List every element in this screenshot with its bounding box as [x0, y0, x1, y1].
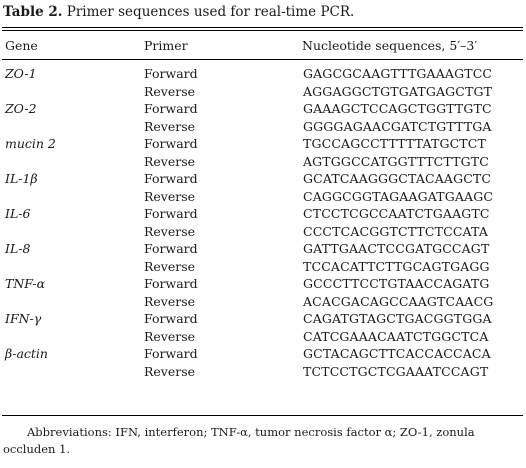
- table-caption-text: Primer sequences used for real-time PCR.: [62, 4, 355, 20]
- table-caption: Table 2. Primer sequences used for real-…: [3, 4, 354, 20]
- cell-primer: Reverse: [144, 118, 196, 134]
- cell-sequence: GATTGAACTCCGATGCCAGT: [303, 241, 490, 256]
- cell-gene: IL-8: [5, 241, 31, 256]
- table-row: ZO-2 Forward GAAAGCTCCAGCTGGTTGTC: [0, 100, 526, 118]
- table-row: Reverse CATCGAAACAATCTGGCTCA: [0, 328, 526, 346]
- table-row: Reverse GGGGAGAACGATCTGTTTGA: [0, 118, 526, 136]
- table-row: IFN-γ Forward CAGATGTAGCTGACGGTGGA: [0, 310, 526, 328]
- cell-sequence: GAGCGCAAGTTTGAAAGTCC: [303, 66, 493, 81]
- table-footnote: Abbreviations: IFN, interferon; TNF-α, t…: [3, 425, 475, 456]
- table-caption-label: Table 2.: [3, 4, 63, 20]
- table-bottom-rule: [2, 415, 523, 416]
- cell-sequence: TGCCAGCCTTTTTATGCTCT: [303, 136, 486, 151]
- header-primer: Primer: [144, 38, 188, 53]
- header-sequence: Nucleotide sequences, 5′–3′: [302, 38, 478, 53]
- cell-sequence: GGGGAGAACGATCTGTTTGA: [303, 118, 492, 134]
- cell-primer: Forward: [144, 276, 198, 291]
- table-row: IL-6 Forward CTCCTCGCCAATCTGAAGTC: [0, 205, 526, 223]
- cell-sequence: CTCCTCGCCAATCTGAAGTC: [303, 206, 490, 221]
- cell-gene: IFN-γ: [5, 311, 42, 326]
- table-row: β-actin Forward GCTACAGCTTCACCACCACA: [0, 345, 526, 363]
- cell-primer: Forward: [144, 66, 198, 81]
- cell-sequence: CATCGAAACAATCTGGCTCA: [303, 328, 489, 344]
- cell-sequence: GCCCTTCCTGTAACCAGATG: [303, 276, 490, 291]
- table-row: IL-8 Forward GATTGAACTCCGATGCCAGT: [0, 240, 526, 258]
- table-row: Reverse TCTCCTGCTCGAAATCCAGT: [0, 363, 526, 381]
- cell-sequence: CCCTCACGGTCTTCTCCATA: [303, 223, 489, 239]
- cell-primer: Forward: [144, 346, 198, 361]
- cell-sequence: ACACGACAGCCAAGTCAACG: [303, 293, 494, 309]
- cell-primer: Forward: [144, 171, 198, 186]
- cell-gene: ZO-2: [5, 101, 37, 116]
- cell-primer: Reverse: [144, 83, 196, 99]
- cell-gene: ZO-1: [5, 66, 37, 81]
- table-row: Reverse ACACGACAGCCAAGTCAACG: [0, 293, 526, 311]
- cell-gene: TNF-α: [5, 276, 46, 291]
- table-header-rule: [2, 59, 523, 60]
- cell-primer: Reverse: [144, 328, 196, 344]
- cell-sequence: CAGGCGGTAGAAGATGAAGC: [303, 188, 494, 204]
- cell-sequence: CAGATGTAGCTGACGGTGGA: [303, 311, 492, 326]
- cell-primer: Forward: [144, 241, 198, 256]
- cell-sequence: GAAAGCTCCAGCTGGTTGTC: [303, 101, 492, 116]
- table-row: Reverse CAGGCGGTAGAAGATGAAGC: [0, 188, 526, 206]
- cell-gene: IL-1β: [5, 171, 38, 186]
- cell-primer: Forward: [144, 311, 198, 326]
- cell-sequence: AGTGGCCATGGTTTCTTGTC: [303, 153, 489, 169]
- table-row: mucin 2 Forward TGCCAGCCTTTTTATGCTCT: [0, 135, 526, 153]
- cell-primer: Reverse: [144, 188, 196, 204]
- table-row: IL-1β Forward GCATCAAGGGCTACAAGCTC: [0, 170, 526, 188]
- table-row: ZO-1 Forward GAGCGCAAGTTTGAAAGTCC: [0, 65, 526, 83]
- table-row: Reverse CCCTCACGGTCTTCTCCATA: [0, 223, 526, 241]
- cell-primer: Forward: [144, 206, 198, 221]
- cell-primer: Forward: [144, 136, 198, 151]
- table-row: Reverse AGGAGGCTGTGATGAGCTGT: [0, 83, 526, 101]
- cell-sequence: TCTCCTGCTCGAAATCCAGT: [303, 363, 489, 379]
- cell-gene: IL-6: [5, 206, 31, 221]
- table-top-rule: [2, 27, 523, 28]
- cell-primer: Reverse: [144, 258, 196, 274]
- cell-primer: Reverse: [144, 223, 196, 239]
- header-gene: Gene: [5, 38, 38, 53]
- cell-sequence: AGGAGGCTGTGATGAGCTGT: [303, 83, 493, 99]
- cell-gene: mucin 2: [5, 136, 56, 151]
- cell-sequence: GCTACAGCTTCACCACCACA: [303, 346, 491, 361]
- table-header-row: Gene Primer Nucleotide sequences, 5′–3′: [0, 38, 526, 54]
- cell-primer: Reverse: [144, 293, 196, 309]
- cell-sequence: TCCACATTCTTGCAGTGAGG: [303, 258, 490, 274]
- cell-primer: Forward: [144, 101, 198, 116]
- table-row: Reverse TCCACATTCTTGCAGTGAGG: [0, 258, 526, 276]
- cell-primer: Reverse: [144, 363, 196, 379]
- table-row: Reverse AGTGGCCATGGTTTCTTGTC: [0, 153, 526, 171]
- cell-primer: Reverse: [144, 153, 196, 169]
- cell-gene: β-actin: [5, 346, 48, 361]
- cell-sequence: GCATCAAGGGCTACAAGCTC: [303, 171, 492, 186]
- table-row: TNF-α Forward GCCCTTCCTGTAACCAGATG: [0, 275, 526, 293]
- table-body: ZO-1 Forward GAGCGCAAGTTTGAAAGTCC Revers…: [0, 65, 526, 380]
- table-top-rule-double: [2, 30, 523, 31]
